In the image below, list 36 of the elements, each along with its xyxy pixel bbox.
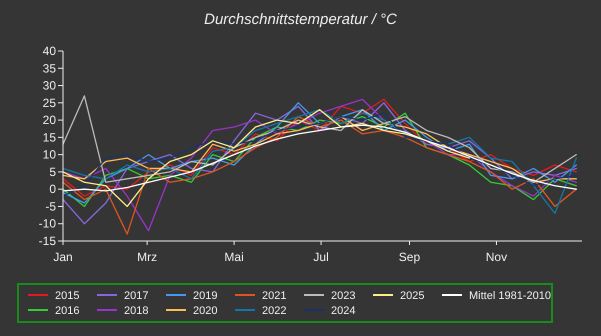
x-tick-label: Sep [398, 250, 420, 264]
y-tick-label: 5 [49, 164, 56, 179]
legend-label: 2025 [400, 290, 424, 302]
y-tick-label: 10 [42, 148, 56, 162]
legend-label: 2024 [331, 305, 356, 317]
legend-label: Mittel 1981-2010 [469, 290, 551, 302]
x-tick-label: Mrz [137, 250, 158, 264]
y-tick-label: 30 [42, 78, 56, 93]
y-tick-label: 15 [42, 130, 56, 144]
y-tick-label: -10 [38, 216, 56, 231]
y-tick-label: 20 [42, 113, 56, 128]
x-tick-label: Mai [224, 250, 244, 264]
legend-label: 2020 [193, 305, 218, 317]
y-tick-label: 25 [42, 96, 56, 110]
y-tick-label: -5 [45, 199, 56, 214]
legend-label: 2015 [55, 290, 80, 302]
y-tick-label: 35 [42, 61, 56, 76]
y-tick-label: 40 [42, 44, 56, 58]
legend-label: 2022 [262, 305, 286, 317]
line-series [62, 109, 470, 208]
legend-label: 2018 [124, 305, 148, 317]
chart-title: Durchschnittstemperatur / °C [204, 11, 398, 28]
legend-label: 2019 [193, 290, 218, 302]
y-tick-label: -15 [38, 234, 56, 248]
line-series [62, 116, 577, 235]
line-series [62, 116, 577, 183]
legend-label: 2017 [124, 290, 148, 302]
line-series [62, 95, 577, 183]
x-tick-label: Jul [313, 250, 329, 264]
legend-label: 2023 [331, 290, 356, 302]
legend-label: 2016 [55, 305, 80, 317]
legend-label: 2021 [262, 290, 286, 302]
line-series [62, 124, 577, 192]
y-tick-label: 0 [49, 182, 56, 196]
x-tick-label: Nov [486, 250, 508, 264]
x-tick-label: Jan [53, 250, 73, 264]
